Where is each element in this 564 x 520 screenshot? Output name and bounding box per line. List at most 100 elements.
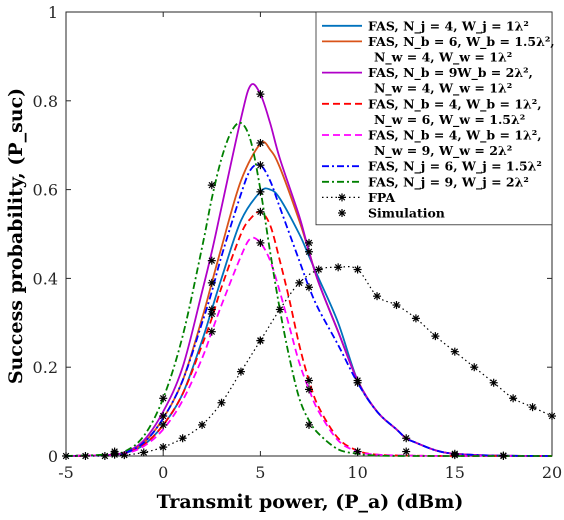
data-point [334, 263, 343, 272]
y-tick-label: 0.2 [33, 358, 58, 377]
data-point [450, 451, 459, 460]
x-tick-label: 10 [347, 463, 367, 482]
legend-entry: FPA [322, 190, 395, 205]
legend-box [315, 11, 553, 226]
data-point [470, 363, 479, 372]
data-point [353, 378, 362, 387]
legend-label: FAS, N_b = 6, W_b = 1.5λ², [368, 34, 555, 50]
series-line [65, 236, 552, 457]
data-point [110, 447, 119, 456]
legend-entry: FAS, N_j = 6, W_j = 1.5λ² [322, 159, 542, 175]
data-point [100, 452, 109, 460]
x-tick-label: 20 [542, 463, 562, 482]
series-4 [65, 210, 552, 457]
data-point [305, 385, 313, 394]
legend-label: N_w = 4, W_w = 1λ² [374, 50, 512, 66]
legend-label: FAS, N_b = 4, W_b = 1λ², [368, 96, 542, 112]
data-point [305, 247, 313, 256]
data-point [159, 394, 168, 403]
y-tick-label: 1 [48, 3, 58, 22]
legend-label: FAS, N_j = 4, W_j = 1λ² [368, 18, 529, 34]
series-5 [65, 236, 552, 457]
y-axis-label: Success probability, (P_suc) [5, 88, 27, 384]
legend-label: FAS, N_b = 9W_b = 2λ², [368, 65, 533, 81]
data-point [236, 367, 245, 376]
data-point [81, 452, 90, 460]
data-point [256, 238, 265, 247]
legend-entry: FAS, N_j = 4, W_j = 1λ² [322, 18, 529, 34]
series-6 [65, 163, 553, 457]
legend-entry: FAS, N_j = 9, W_j = 2λ² [322, 174, 529, 190]
data-point [256, 336, 265, 345]
legend-label: FAS, N_j = 6, W_j = 1.5λ² [368, 159, 542, 175]
legend-entry: Simulation [338, 206, 445, 221]
data-point [402, 447, 411, 456]
data-point [353, 265, 362, 274]
data-point [256, 161, 265, 170]
x-axis-label: Transmit power, (P_a) (dBm) [157, 491, 464, 513]
x-tick-label: -5 [58, 463, 74, 482]
data-point [198, 420, 207, 429]
data-point [62, 452, 70, 460]
data-point [305, 238, 313, 247]
series-9 [110, 90, 508, 460]
x-tick-label: 15 [445, 463, 465, 482]
data-point [489, 378, 498, 387]
data-point [509, 394, 518, 403]
y-tick-label: 0.6 [33, 181, 58, 200]
legend-label: N_w = 9, W_w = 2λ² [374, 143, 512, 159]
data-point [411, 314, 420, 323]
data-point [305, 420, 313, 429]
data-point [373, 292, 382, 301]
x-tick-label: 0 [158, 463, 168, 482]
series-layer [62, 83, 556, 460]
data-point [207, 181, 216, 190]
data-point [159, 412, 168, 421]
data-point [450, 347, 459, 356]
series-line [65, 210, 552, 457]
series-line [65, 163, 553, 457]
data-point [314, 265, 323, 274]
data-point [305, 283, 313, 292]
data-point [256, 187, 265, 196]
data-point [207, 278, 216, 287]
data-point [207, 327, 216, 336]
legend-entry: FAS, N_b = 9W_b = 2λ²,N_w = 4, W_w = 1λ² [322, 65, 533, 97]
legend-marker [338, 193, 346, 202]
data-point [528, 403, 537, 412]
legend-label: Simulation [368, 206, 445, 221]
data-point [275, 305, 284, 314]
data-point [139, 448, 148, 457]
legend-entry: FAS, N_b = 6, W_b = 1.5λ²,N_w = 4, W_w =… [322, 34, 555, 66]
data-point [392, 301, 401, 310]
data-point [217, 398, 226, 407]
data-point [548, 412, 556, 421]
data-point [207, 256, 216, 265]
legend-entry: FAS, N_b = 4, W_b = 1λ²,N_w = 9, W_w = 2… [322, 128, 542, 159]
legend-label: FAS, N_b = 4, W_b = 1λ², [368, 128, 542, 144]
y-tick-label: 0 [48, 447, 58, 466]
y-tick-label: 0.8 [33, 92, 58, 111]
data-point [431, 332, 440, 341]
data-point [305, 376, 313, 385]
data-point [256, 90, 265, 99]
data-point [499, 452, 508, 460]
data-point [207, 309, 216, 318]
data-point [159, 443, 168, 452]
legend-label: N_w = 6, W_w = 1.5λ² [374, 112, 525, 128]
y-tick-label: 0.4 [33, 269, 58, 288]
data-point [256, 207, 265, 216]
data-point [295, 278, 304, 287]
legend-label: FAS, N_j = 9, W_j = 2λ² [368, 174, 529, 190]
data-point [402, 434, 411, 443]
series-8 [62, 263, 556, 460]
legend-label: N_w = 4, W_w = 1λ² [374, 81, 512, 97]
legend-marker [338, 209, 346, 217]
data-point [178, 434, 187, 443]
data-point [353, 447, 362, 456]
data-point [256, 138, 265, 147]
data-point [159, 420, 168, 429]
